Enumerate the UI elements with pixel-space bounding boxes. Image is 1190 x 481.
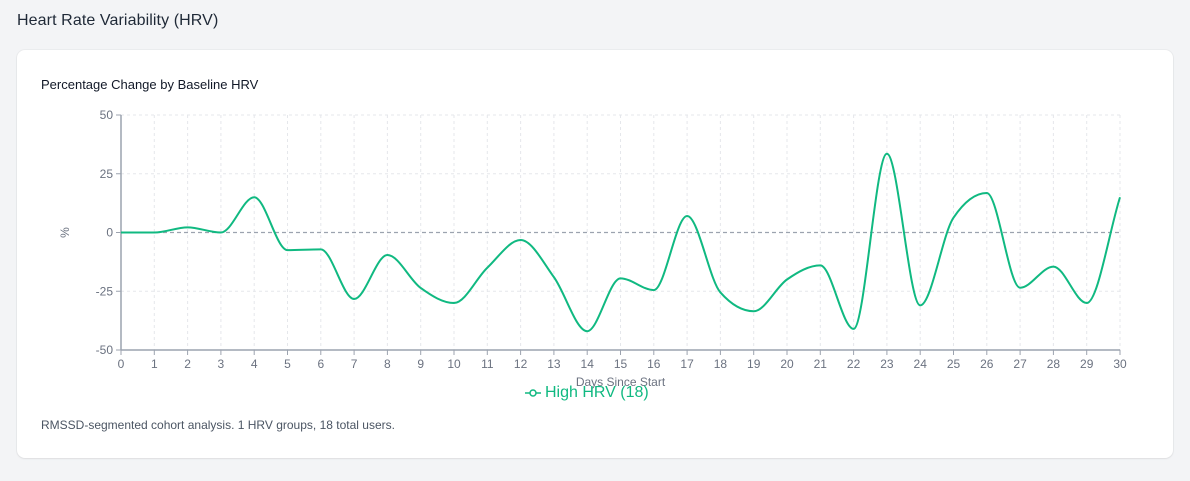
x-tick-label: 11 xyxy=(481,357,494,371)
x-tick-label: 22 xyxy=(847,357,861,371)
chart-title: Percentage Change by Baseline HRV xyxy=(41,77,259,92)
x-tick-label: 3 xyxy=(218,357,225,371)
y-tick-label: -50 xyxy=(96,343,114,357)
x-tick-label: 20 xyxy=(780,357,794,371)
page-title: Heart Rate Variability (HRV) xyxy=(17,12,219,29)
x-tick-label: 27 xyxy=(1013,357,1027,371)
x-tick-label: 29 xyxy=(1080,357,1094,371)
y-tick-label: 50 xyxy=(100,108,114,122)
y-axis-label: % xyxy=(58,227,72,238)
x-tick-label: 26 xyxy=(980,357,994,371)
x-tick-label: 1 xyxy=(151,357,158,371)
x-tick-label: 5 xyxy=(284,357,291,371)
x-tick-label: 9 xyxy=(417,357,424,371)
x-tick-label: 12 xyxy=(514,357,528,371)
x-tick-label: 0 xyxy=(118,357,125,371)
x-tick-label: 15 xyxy=(614,357,628,371)
chart-footnote: RMSSD-segmented cohort analysis. 1 HRV g… xyxy=(41,418,395,432)
x-tick-label: 18 xyxy=(714,357,728,371)
x-tick-label: 10 xyxy=(447,357,461,371)
line-circle-marker-icon xyxy=(525,389,541,397)
x-tick-label: 19 xyxy=(747,357,761,371)
x-tick-label: 7 xyxy=(351,357,358,371)
x-tick-label: 25 xyxy=(947,357,961,371)
x-tick-label: 28 xyxy=(1047,357,1061,371)
x-tick-label: 30 xyxy=(1113,357,1127,371)
chart-grid xyxy=(121,114,1121,350)
legend-label: High HRV (18) xyxy=(545,384,649,401)
x-tick-label: 17 xyxy=(680,357,694,371)
chart-legend[interactable]: High HRV (18) xyxy=(525,384,649,402)
x-tick-label: 13 xyxy=(547,357,561,371)
x-tick-label: 24 xyxy=(914,357,928,371)
y-tick-label: 25 xyxy=(100,167,114,181)
x-tick-label: 8 xyxy=(384,357,391,371)
x-tick-label: 6 xyxy=(317,357,324,371)
x-tick-label: 16 xyxy=(647,357,661,371)
x-tick-label: 4 xyxy=(251,357,258,371)
y-tick-label: -25 xyxy=(96,284,114,298)
y-tick-label: 0 xyxy=(106,226,113,240)
chart-card: Percentage Change by Baseline HRV 50 25 0-… xyxy=(17,50,1173,458)
x-tick-label: 21 xyxy=(814,357,828,371)
x-tick-label: 23 xyxy=(880,357,894,371)
series-line-high-hrv xyxy=(121,152,1121,333)
x-axis-label: Days Since Start xyxy=(576,375,666,389)
x-tick-label: 14 xyxy=(581,357,595,371)
x-tick-label: 2 xyxy=(184,357,191,371)
